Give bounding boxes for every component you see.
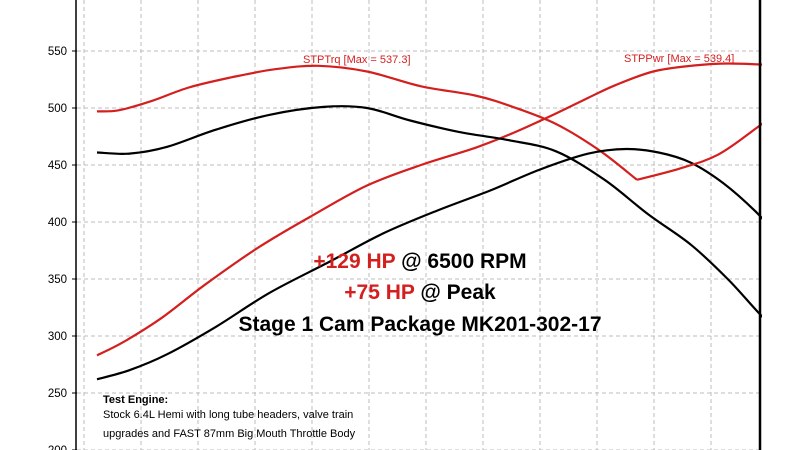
peak-gain-label: @ Peak: [415, 281, 497, 304]
stage1-series-line-0: [96, 64, 638, 181]
series-label-torque: STPTrq [Max = 537.3]: [303, 54, 411, 66]
peak-gain-annotation: +75 HP @ Peak: [344, 281, 496, 304]
y-tick-label: 450: [48, 160, 67, 172]
hp-gain-annotation: +129 HP @ 6500 RPM: [313, 250, 526, 273]
y-axis-ticks: 200 250 300 350 400 450 500 550 600: [48, 0, 77, 450]
stage1-series-line-1: [96, 62, 789, 357]
test-engine-title: Test Engine:: [103, 394, 168, 406]
y-tick-label: 550: [48, 46, 67, 58]
stock-series-line-3: [96, 147, 790, 381]
frame-margin: [762, 0, 800, 450]
stock-series-line-2: [96, 105, 789, 342]
y-tick-label: 250: [48, 388, 67, 400]
grid: [77, 0, 760, 450]
y-tick-label: 500: [48, 103, 67, 115]
y-tick-label: 350: [48, 274, 67, 286]
y-tick-label: 300: [48, 331, 67, 343]
hp-gain-rpm: @ 6500 RPM: [395, 250, 526, 273]
series-label-power: STPPwr [Max = 539.4]: [624, 53, 734, 65]
hp-gain-value: +129 HP: [313, 250, 395, 273]
y-tick-label: 400: [48, 217, 67, 229]
test-engine-line-1: Stock 6.4L Hemi with long tube headers, …: [103, 409, 353, 421]
test-engine-line-2: upgrades and FAST 87mm Big Mouth Throttl…: [103, 428, 356, 440]
package-annotation: Stage 1 Cam Package MK201-302-17: [238, 313, 601, 336]
y-tick-label: 200: [48, 445, 67, 450]
y-tick-label: 600: [48, 0, 67, 1]
peak-gain-value: +75 HP: [344, 281, 415, 304]
